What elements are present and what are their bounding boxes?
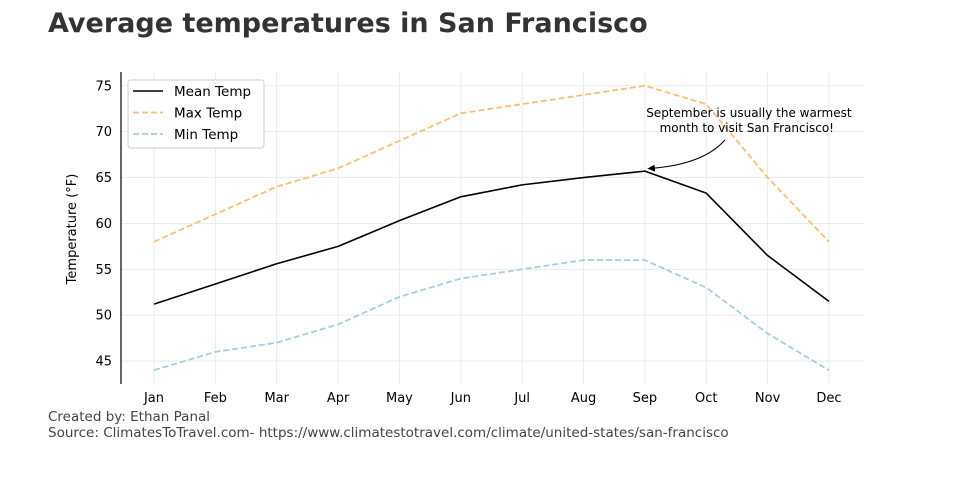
x-tick-label: Jul [513,391,530,406]
annotation-text-line-1: September is usually the warmest [646,106,852,120]
series-line-mean-temp [153,170,830,305]
x-tick-label: Dec [816,391,841,406]
x-tick-label: Jan [143,391,164,406]
x-tick-label: Sep [633,391,658,406]
legend-label: Mean Temp [174,84,251,100]
x-tick-labels: Jan Feb Mar Apr May Jun Jul Aug Sep Oct Nov Dec [143,391,842,406]
chart-title: Average temperatures in San Francisco [48,8,648,39]
footer-source: Source: ClimatesToTravel.com- https://ww… [48,425,729,441]
y-tick-label: 60 [95,217,112,232]
legend-label: Min Temp [174,127,238,143]
annotation-text-line-2: month to visit San Francisco! [656,121,834,135]
legend: Mean Temp Max Temp Min Temp [127,79,265,149]
annotation: September is usually the warmest month t… [646,106,852,172]
footer-credit: Created by: Ethan Panal [48,409,211,425]
x-tick-label: Aug [571,391,596,406]
x-tick-label: Mar [264,391,289,406]
x-tick-label: Feb [204,391,227,406]
x-tick-label: Nov [755,391,781,406]
y-axis-label: Temperature (°F) [65,174,80,286]
series-line-max-temp [153,84,830,243]
y-tick-label: 50 [95,309,112,324]
y-tick-label: 75 [95,79,112,94]
y-tick-label: 45 [95,355,112,370]
grid-lines [121,72,864,384]
legend-frame [127,79,265,149]
x-tick-label: May [386,391,413,406]
y-tick-label: 65 [95,171,112,186]
y-tick-labels: 45 50 55 60 65 70 75 [95,79,112,369]
y-tick-label: 55 [95,263,112,278]
x-tick-label: Jun [450,391,471,406]
series-lines [153,84,830,372]
legend-label: Max Temp [174,106,242,122]
series-line-min-temp [153,259,830,372]
x-tick-label: Oct [695,391,717,406]
annotation-arrow [647,139,726,172]
y-tick-label: 70 [95,125,112,140]
x-tick-label: Apr [327,391,350,406]
